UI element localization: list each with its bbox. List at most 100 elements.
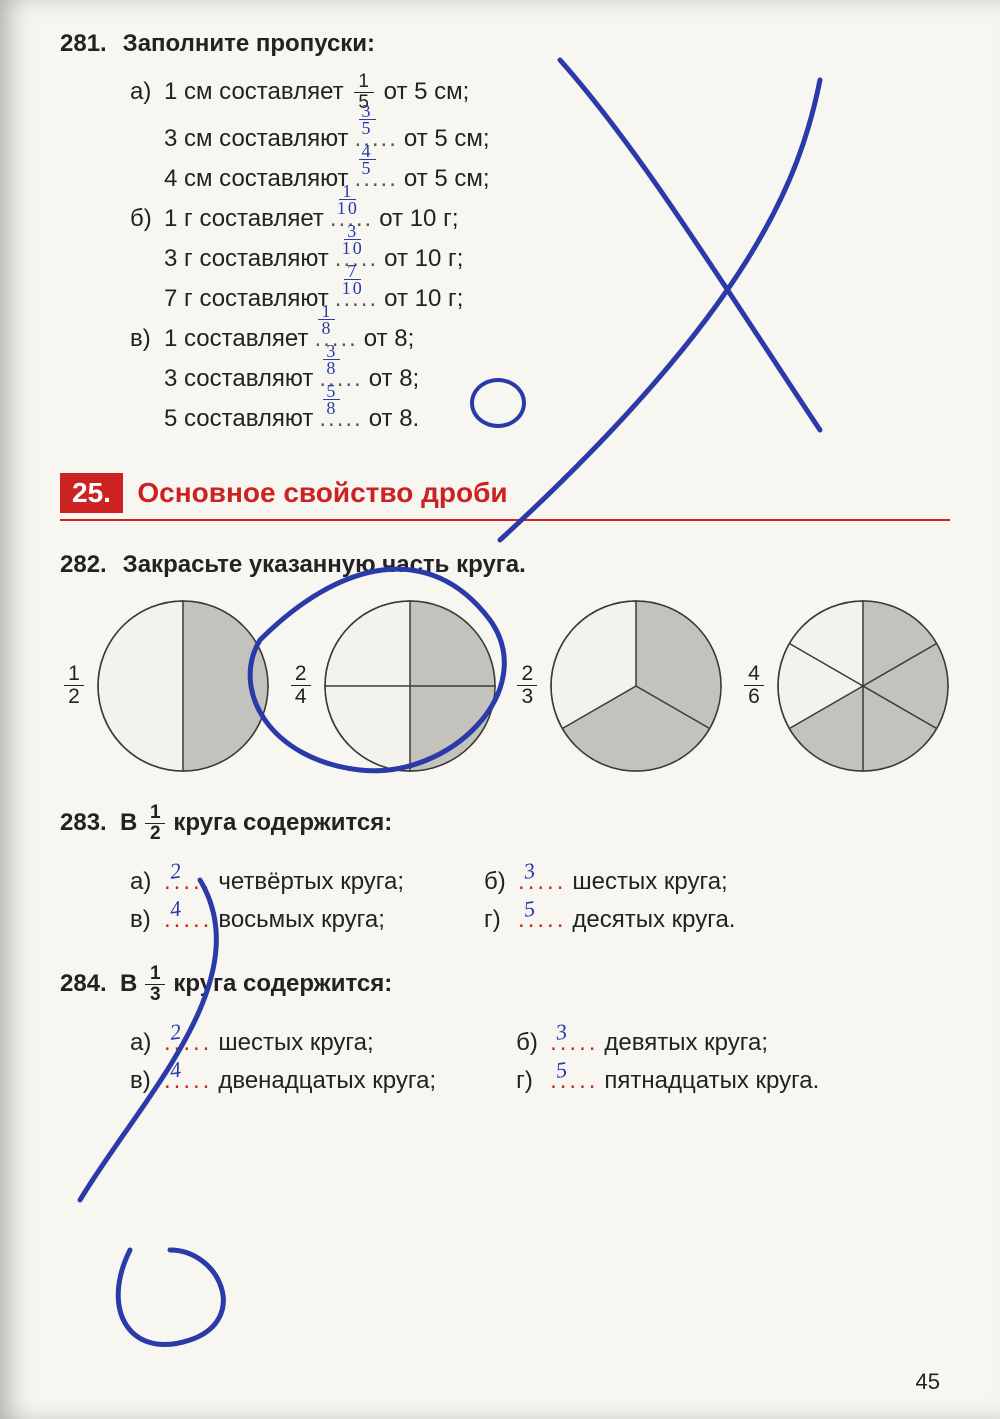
answer-line: в).....4 двенадцатых круга; [130,1067,436,1095]
hand-fraction: 58 [323,383,340,416]
answer-text: шестых круга; [218,1029,373,1057]
circle-fraction: 46 [744,663,764,708]
title-fraction: 1 3 [145,964,165,1005]
sub-label: г) [516,1067,544,1095]
circle-diagram [776,599,950,773]
circle-item: 46 [740,599,950,773]
hand-answer: 5 [554,1056,571,1084]
line-post: от 10 г; [384,285,463,313]
sub-label: а) [130,1029,158,1057]
workbook-page: 281. Заполните пропуски: а)1 см составля… [0,0,1000,1419]
line-pre: 3 см составляют [164,125,349,153]
problem-line: 4 см составляют .....45 от 5 см; [130,165,950,193]
problem-281-body: а)1 см составляет 15 от 5 см; 3 см состав… [60,72,950,433]
hand-answer: 3 [554,1018,571,1046]
sub-label: в) [130,325,158,353]
problem-title: Заполните пропуски: [123,30,375,57]
problem-header: 281. Заполните пропуски: [60,30,950,58]
circle-diagram [96,599,270,773]
line-pre: 3 г составляют [164,245,329,273]
problem-line: 3 см составляют .....35 от 5 см; [130,125,950,153]
section-number: 25. [60,473,123,513]
line-post: от 8. [369,405,420,433]
hand-answer: 5 [522,895,539,923]
problem-header: 284. В 1 3 круга содержится: [60,964,950,1005]
answer-text: десятых круга. [572,906,735,934]
blank-dots: .....5 [550,1067,598,1095]
circle-fraction: 24 [291,663,311,708]
circle-diagram [549,599,723,773]
line-pre: 5 составляют [164,405,313,433]
problem-line: б)1 г составляет .....110 от 10 г; [130,205,950,233]
hand-fraction: 45 [359,143,376,176]
sub-label: в) [130,906,158,934]
line-pre: 7 г составляют [164,285,329,313]
problem-line: а)1 см составляет 15 от 5 см; [130,72,950,113]
problem-line: 3 составляют .....38 от 8; [130,365,950,393]
line-post: от 5 см; [404,125,490,153]
problem-number: 284. [60,970,116,998]
problem-284: 284. В 1 3 круга содержится: а).....2 ше… [60,964,950,1105]
line-pre: 1 г составляет [164,205,324,233]
answer-text: четвёртых круга; [218,868,404,896]
sub-label: а) [130,868,158,896]
answer-line: г).....5 пятнадцатых круга. [516,1067,819,1095]
hand-fraction: 35 [359,103,376,136]
hand-fraction: 38 [323,343,340,376]
blank-dots: .....2 [164,1029,212,1057]
sub-label: а) [130,78,158,106]
hand-answer: 2 [168,857,185,885]
sub-label: в) [130,1067,158,1095]
hand-answer: 4 [168,1056,185,1084]
answer-line: в).....4 восьмых круга; [130,906,404,934]
blank-dots: .....2 [164,868,212,896]
blank-dots: .....3 [518,868,566,896]
line-post: от 5 см; [384,78,470,106]
line-pre: 3 составляют [164,365,313,393]
line-pre: 4 см составляют [164,165,349,193]
hand-answer: 3 [522,857,539,885]
sub-label: б) [130,205,158,233]
sub-label: б) [516,1029,544,1057]
problem-number: 283. [60,809,116,837]
blank-dots: .....3 [550,1029,598,1057]
answer-text: пятнадцатых круга. [604,1067,819,1095]
blank-dots: .....58 [319,405,362,433]
problem-number: 281. [60,30,116,58]
answer-line: а).....2 четвёртых круга; [130,868,404,896]
hand-answer: 2 [168,1018,185,1046]
problem-281: 281. Заполните пропуски: а)1 см составля… [60,30,950,433]
section-title: Основное свойство дроби [137,477,507,509]
problem-282: 282. Закрасьте указанную часть круга. 12… [60,551,950,773]
problem-line: 7 г составляют .....710 от 10 г; [130,285,950,313]
answer-columns: а).....2 шестых круга; в).....4 двенадцат… [130,1019,950,1105]
problem-header: 283. В 1 2 круга содержится: [60,803,950,844]
problem-line: 5 составляют .....58 от 8. [130,405,950,433]
title-post: круга содержится: [173,970,392,998]
line-post: от 8; [369,365,420,393]
problem-header: 282. Закрасьте указанную часть круга. [60,551,950,579]
answer-line: б).....3 шестых круга; [484,868,735,896]
line-post: от 10 г; [384,245,463,273]
title-post: круга содержится: [173,809,392,837]
circle-fraction: 12 [64,663,84,708]
circle-diagram [323,599,497,773]
circle-item: 24 [287,599,497,773]
title-pre: В [120,970,137,998]
circle-fraction: 23 [517,663,537,708]
problem-line: в)1 составляет .....18 от 8; [130,325,950,353]
problem-number: 282. [60,551,116,579]
blank-dots: .....4 [164,1067,212,1095]
right-column: б).....3 шестых круга;г).....5 десятых к… [484,858,735,944]
problem-title: Закрасьте указанную часть круга. [123,551,526,578]
answer-line: б).....3 девятых круга; [516,1029,819,1057]
hand-answer: 4 [168,895,185,923]
sub-label: г) [484,906,512,934]
circle-item: 23 [513,599,723,773]
hand-fraction: 18 [318,303,335,336]
line-pre: 1 см составляет [164,78,344,106]
page-number: 45 [916,1369,940,1395]
answer-text: девятых круга; [604,1029,768,1057]
answer-text: шестых круга; [572,868,727,896]
answer-text: двенадцатых круга; [218,1067,436,1095]
